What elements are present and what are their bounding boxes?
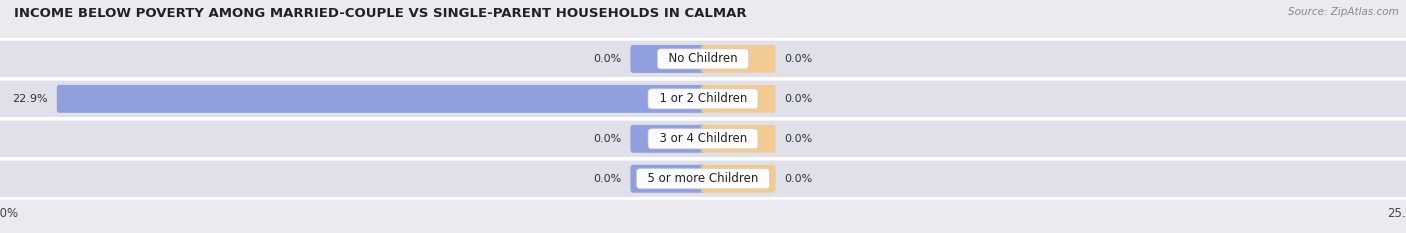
- Text: 0.0%: 0.0%: [785, 94, 813, 104]
- Text: 0.0%: 0.0%: [785, 134, 813, 144]
- Text: 5 or more Children: 5 or more Children: [640, 172, 766, 185]
- Text: 0.0%: 0.0%: [593, 174, 621, 184]
- FancyBboxPatch shape: [700, 85, 776, 113]
- FancyBboxPatch shape: [56, 85, 706, 113]
- Text: 0.0%: 0.0%: [785, 174, 813, 184]
- FancyBboxPatch shape: [700, 45, 776, 73]
- FancyBboxPatch shape: [700, 125, 776, 153]
- Text: 0.0%: 0.0%: [593, 54, 621, 64]
- Text: 22.9%: 22.9%: [13, 94, 48, 104]
- FancyBboxPatch shape: [630, 45, 706, 73]
- FancyBboxPatch shape: [0, 39, 1406, 79]
- FancyBboxPatch shape: [0, 159, 1406, 198]
- Text: No Children: No Children: [661, 52, 745, 65]
- FancyBboxPatch shape: [0, 119, 1406, 158]
- Text: 0.0%: 0.0%: [785, 54, 813, 64]
- FancyBboxPatch shape: [700, 165, 776, 193]
- Text: Source: ZipAtlas.com: Source: ZipAtlas.com: [1288, 7, 1399, 17]
- FancyBboxPatch shape: [630, 165, 706, 193]
- Text: INCOME BELOW POVERTY AMONG MARRIED-COUPLE VS SINGLE-PARENT HOUSEHOLDS IN CALMAR: INCOME BELOW POVERTY AMONG MARRIED-COUPL…: [14, 7, 747, 20]
- Text: 1 or 2 Children: 1 or 2 Children: [651, 92, 755, 105]
- Text: 0.0%: 0.0%: [593, 134, 621, 144]
- Text: 3 or 4 Children: 3 or 4 Children: [651, 132, 755, 145]
- FancyBboxPatch shape: [0, 79, 1406, 118]
- FancyBboxPatch shape: [630, 125, 706, 153]
